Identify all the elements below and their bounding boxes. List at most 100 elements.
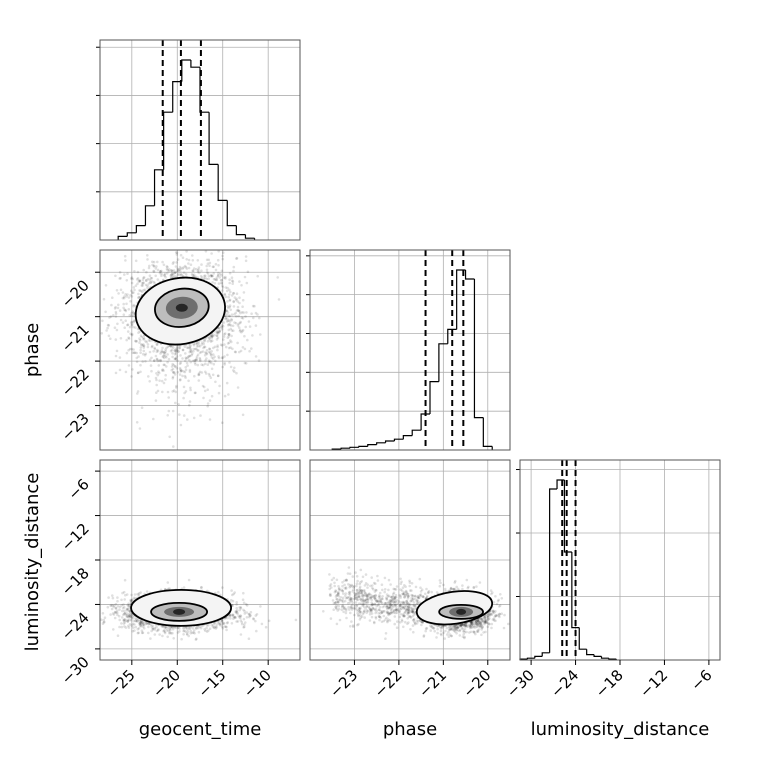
sample-point bbox=[194, 391, 197, 395]
sample-point bbox=[102, 297, 106, 301]
sample-point bbox=[130, 314, 133, 318]
frame-hist-phase bbox=[309, 249, 511, 451]
sample-point bbox=[164, 355, 167, 358]
sample-point bbox=[224, 345, 228, 349]
sample-point bbox=[133, 288, 136, 292]
sample-point bbox=[173, 371, 176, 374]
sample-point bbox=[116, 322, 119, 326]
sample-point bbox=[267, 619, 271, 623]
sample-point bbox=[161, 634, 164, 638]
frame-hist-geocent-time bbox=[99, 39, 301, 241]
sample-point bbox=[254, 629, 258, 633]
sample-point bbox=[131, 368, 134, 371]
sample-point bbox=[198, 358, 202, 361]
sample-point bbox=[115, 289, 119, 292]
sample-point bbox=[129, 332, 132, 336]
sample-point bbox=[235, 297, 238, 301]
sample-point bbox=[210, 339, 214, 343]
sample-point bbox=[140, 406, 144, 410]
sample-point bbox=[235, 309, 239, 312]
sample-point bbox=[142, 338, 145, 341]
sample-point bbox=[189, 388, 192, 392]
sample-point bbox=[136, 371, 140, 375]
grid-hist-phase bbox=[306, 250, 510, 450]
sample-point bbox=[172, 363, 175, 367]
sample-point bbox=[211, 265, 215, 269]
sample-point bbox=[240, 316, 244, 320]
sample-point bbox=[155, 343, 159, 346]
sample-point bbox=[133, 629, 136, 632]
sample-point bbox=[146, 258, 149, 261]
sample-point bbox=[228, 323, 232, 326]
sample-point bbox=[233, 366, 236, 370]
sample-point bbox=[111, 594, 114, 597]
sample-point bbox=[152, 269, 155, 273]
sample-point bbox=[137, 331, 140, 335]
sample-point bbox=[165, 365, 168, 368]
sample-point bbox=[221, 257, 225, 261]
sample-point bbox=[141, 278, 145, 282]
sample-point bbox=[173, 352, 177, 356]
sample-point bbox=[217, 391, 221, 395]
sample-point bbox=[130, 323, 134, 326]
sample-point bbox=[209, 273, 213, 277]
sample-point bbox=[210, 274, 213, 278]
sample-point bbox=[179, 423, 183, 427]
sample-point bbox=[178, 373, 182, 376]
sample-point bbox=[177, 346, 181, 350]
sample-point bbox=[122, 313, 126, 317]
sample-point bbox=[150, 276, 154, 280]
sample-point bbox=[241, 598, 245, 601]
sample-point bbox=[148, 350, 152, 354]
sample-point bbox=[155, 383, 158, 387]
sample-point bbox=[201, 350, 205, 353]
sample-point bbox=[159, 358, 162, 362]
sample-point bbox=[205, 264, 208, 268]
hist-bar-geocent_time-5 bbox=[163, 111, 173, 170]
sample-point bbox=[225, 289, 229, 293]
sample-point bbox=[154, 267, 158, 270]
sample-point bbox=[131, 622, 135, 626]
sample-point bbox=[225, 381, 229, 385]
sample-point bbox=[194, 363, 197, 366]
sample-point bbox=[152, 270, 156, 273]
sample-point bbox=[244, 259, 248, 263]
sample-point bbox=[107, 596, 110, 599]
sample-point bbox=[241, 329, 244, 333]
sample-point bbox=[117, 292, 120, 295]
sample-point bbox=[197, 630, 201, 634]
sample-point bbox=[168, 268, 171, 271]
sample-point bbox=[131, 314, 134, 317]
sample-point bbox=[172, 274, 175, 278]
sample-point bbox=[230, 313, 234, 317]
sample-point bbox=[220, 326, 223, 329]
hist-bar-phase-4 bbox=[367, 444, 377, 447]
sample-point bbox=[236, 324, 240, 327]
sample-point bbox=[186, 418, 189, 421]
sample-point bbox=[200, 276, 204, 279]
sample-point bbox=[173, 271, 177, 275]
sample-point bbox=[223, 361, 226, 365]
sample-point bbox=[219, 272, 222, 276]
hist-bar-geocent_time-0 bbox=[117, 235, 128, 240]
sample-point bbox=[210, 252, 213, 255]
sample-point bbox=[236, 300, 240, 303]
sample-point bbox=[130, 295, 134, 298]
sample-point bbox=[178, 378, 182, 382]
sample-point bbox=[207, 277, 210, 281]
sample-point bbox=[118, 618, 121, 622]
sample-point bbox=[232, 300, 235, 303]
sample-point bbox=[211, 274, 214, 278]
sample-point bbox=[216, 345, 219, 349]
panel-hist-phase bbox=[306, 249, 511, 451]
sample-point bbox=[136, 627, 140, 631]
sample-point bbox=[142, 268, 145, 272]
sample-point bbox=[111, 596, 115, 600]
sample-point bbox=[126, 293, 129, 296]
sample-point bbox=[222, 621, 226, 625]
sample-point bbox=[130, 289, 133, 293]
sample-point bbox=[156, 373, 160, 377]
sample-point bbox=[226, 300, 229, 303]
sample-point bbox=[148, 358, 152, 362]
sample-point bbox=[179, 253, 183, 257]
